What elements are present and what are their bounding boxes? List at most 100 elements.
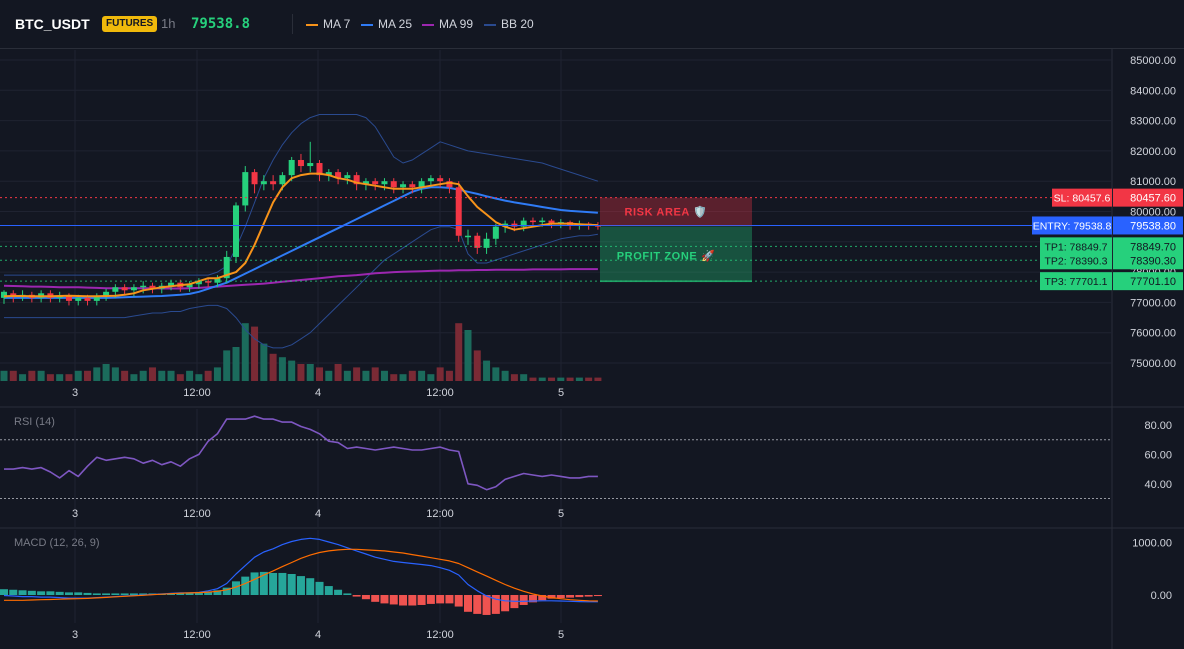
macd-histogram-bar <box>566 595 575 598</box>
legend-ma25[interactable]: MA 25 <box>361 15 412 33</box>
volume-bar <box>158 370 166 381</box>
candle-body <box>195 281 202 285</box>
volume-bar <box>538 377 546 381</box>
macd-histogram-bar <box>55 591 64 595</box>
candle-body <box>260 181 267 185</box>
futures-badge: FUTURES <box>102 16 158 32</box>
candle-body <box>316 163 323 176</box>
legend-ma7[interactable]: MA 7 <box>306 15 350 33</box>
price-axis-tag <box>1113 251 1183 270</box>
time-tick-label: 4 <box>315 508 321 520</box>
macd-histogram-bar <box>83 592 92 595</box>
macd-histogram-bar <box>64 592 73 595</box>
time-tick-label: 3 <box>72 629 78 641</box>
macd-histogram-bar <box>538 595 547 601</box>
volume-bar <box>297 364 305 381</box>
price-tag-box <box>1040 237 1112 256</box>
macd-title: MACD (12, 26, 9) <box>14 537 100 549</box>
volume-bar <box>111 367 119 381</box>
bb-upper-line <box>4 114 599 276</box>
volume-bar <box>408 370 416 381</box>
macd-histogram-bar <box>371 595 380 602</box>
candle-body <box>335 172 342 179</box>
macd-histogram-bar <box>491 595 500 614</box>
volume-bar <box>232 347 240 381</box>
macd-histogram-bar <box>408 595 417 606</box>
profit-zone <box>600 226 752 283</box>
macd-histogram-bar <box>232 581 240 595</box>
macd-histogram-bar <box>315 581 324 595</box>
candle-body <box>251 172 258 185</box>
volume-bar <box>510 374 518 381</box>
macd-histogram-bar <box>417 595 426 605</box>
macd-histogram-bar <box>501 595 510 612</box>
volume-bar <box>473 350 481 381</box>
candle-body <box>539 220 546 223</box>
macd-histogram-bar <box>278 572 287 595</box>
macd-histogram-bar <box>547 595 556 599</box>
signal-line <box>4 548 598 602</box>
macd-histogram-bar <box>519 595 528 605</box>
macd-histogram-bar <box>194 592 203 595</box>
macd-histogram-bar <box>296 576 305 595</box>
rsi-tick-label: 60.00 <box>1144 449 1172 461</box>
candle-body <box>149 285 156 289</box>
volume-bar <box>585 377 593 381</box>
macd-histogram-bar <box>482 595 491 615</box>
macd-histogram-bar <box>37 591 46 595</box>
volume-bar <box>9 370 17 381</box>
legend-ma99[interactable]: MA 99 <box>422 15 473 33</box>
candle-body <box>381 181 388 185</box>
price-tick-label: 83000.00 <box>1130 116 1176 128</box>
volume-bar <box>0 370 8 381</box>
volume-bar <box>566 377 574 381</box>
time-tick-label: 4 <box>315 629 321 641</box>
legend-bb20[interactable]: BB 20 <box>484 15 534 33</box>
legend-ma25-label: MA 25 <box>378 17 413 31</box>
candle-body <box>427 178 434 182</box>
candle-body <box>205 281 212 283</box>
candle-body <box>492 226 499 239</box>
volume-bar <box>325 370 333 381</box>
price-tag-box <box>1032 216 1112 235</box>
candle-body <box>483 238 490 248</box>
time-tick-label: 3 <box>72 508 78 520</box>
legend-ma7-swatch <box>306 23 318 26</box>
candle-body <box>288 159 295 176</box>
price-axis-tag-label: 78390.30 <box>1130 255 1176 267</box>
candle-body <box>242 172 249 206</box>
candle-body <box>10 293 17 297</box>
volume-bar <box>520 374 528 381</box>
macd-histogram-bar <box>120 593 129 595</box>
macd-histogram-bar <box>27 590 36 595</box>
volume-bar <box>390 374 398 381</box>
macd-histogram-bar <box>222 587 231 595</box>
volume-bar <box>399 374 407 381</box>
volume-bar <box>65 374 73 381</box>
volume-bar <box>251 326 259 381</box>
symbol-label[interactable]: BTC_USDT <box>15 16 90 32</box>
macd-histogram-bar <box>473 595 482 614</box>
macd-histogram-bar <box>213 590 222 595</box>
candle-body <box>344 175 351 179</box>
legend-bb20-swatch <box>484 23 496 26</box>
macd-histogram-bar <box>185 593 194 595</box>
legend-ma7-label: MA 7 <box>323 17 351 31</box>
candle-body <box>233 205 239 257</box>
price-axis-tag-label: 77701.10 <box>1130 276 1176 288</box>
macd-histogram-bar <box>324 586 333 595</box>
volume-bar <box>492 367 500 381</box>
volume-bar <box>148 367 156 381</box>
macd-histogram-bar <box>259 571 268 595</box>
price-tag-label: ENTRY: 79538.8 <box>1033 220 1112 232</box>
macd-histogram-bar <box>46 591 55 595</box>
candle-body <box>465 235 471 238</box>
candle-body <box>372 181 379 185</box>
volume-bar <box>288 360 296 381</box>
price-tick-label: 82000.00 <box>1130 146 1176 158</box>
timeframe-label[interactable]: 1h <box>161 16 176 31</box>
last-price: 79538.8 <box>191 16 251 32</box>
price-tick-label: 85000.00 <box>1130 55 1176 67</box>
volume-bar <box>37 370 45 381</box>
